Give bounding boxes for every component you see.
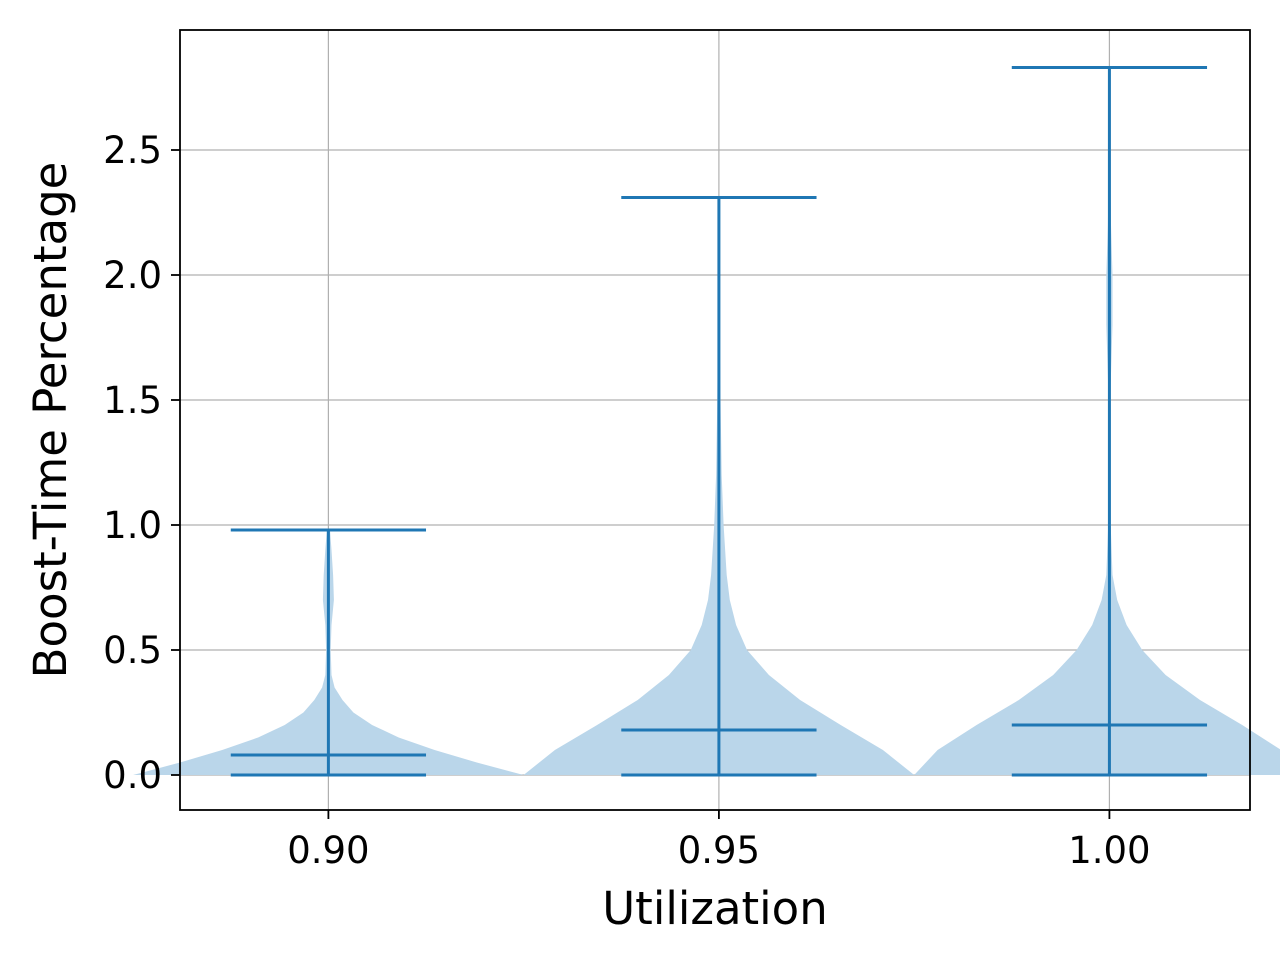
x-axis-label: Utilization: [602, 882, 827, 935]
axes-frame: [179, 29, 1251, 811]
violin-body: [914, 67, 1280, 775]
y-tick-label: 0.0: [103, 754, 162, 797]
x-tick-label: 1.00: [1068, 829, 1150, 872]
y-axis-label: Boost-Time Percentage: [24, 162, 77, 679]
axis-ticks: 0.90 0.95 1.00 0.0 0.5 1.0 1.5 2.0 2.5: [103, 129, 1150, 872]
y-tick-label: 2.5: [103, 129, 162, 172]
violin-1.00: [914, 66, 1280, 777]
y-tick-label: 1.5: [103, 379, 162, 422]
x-tick-label: 0.90: [287, 829, 369, 872]
violin-0.95: [523, 196, 915, 777]
y-tick-label: 2.0: [103, 254, 162, 297]
violins: [133, 66, 1280, 777]
y-tick-label: 1.0: [103, 504, 162, 547]
y-tick-label: 0.5: [103, 629, 162, 672]
x-tick-label: 0.95: [678, 829, 760, 872]
violin-0.90: [133, 528, 524, 777]
